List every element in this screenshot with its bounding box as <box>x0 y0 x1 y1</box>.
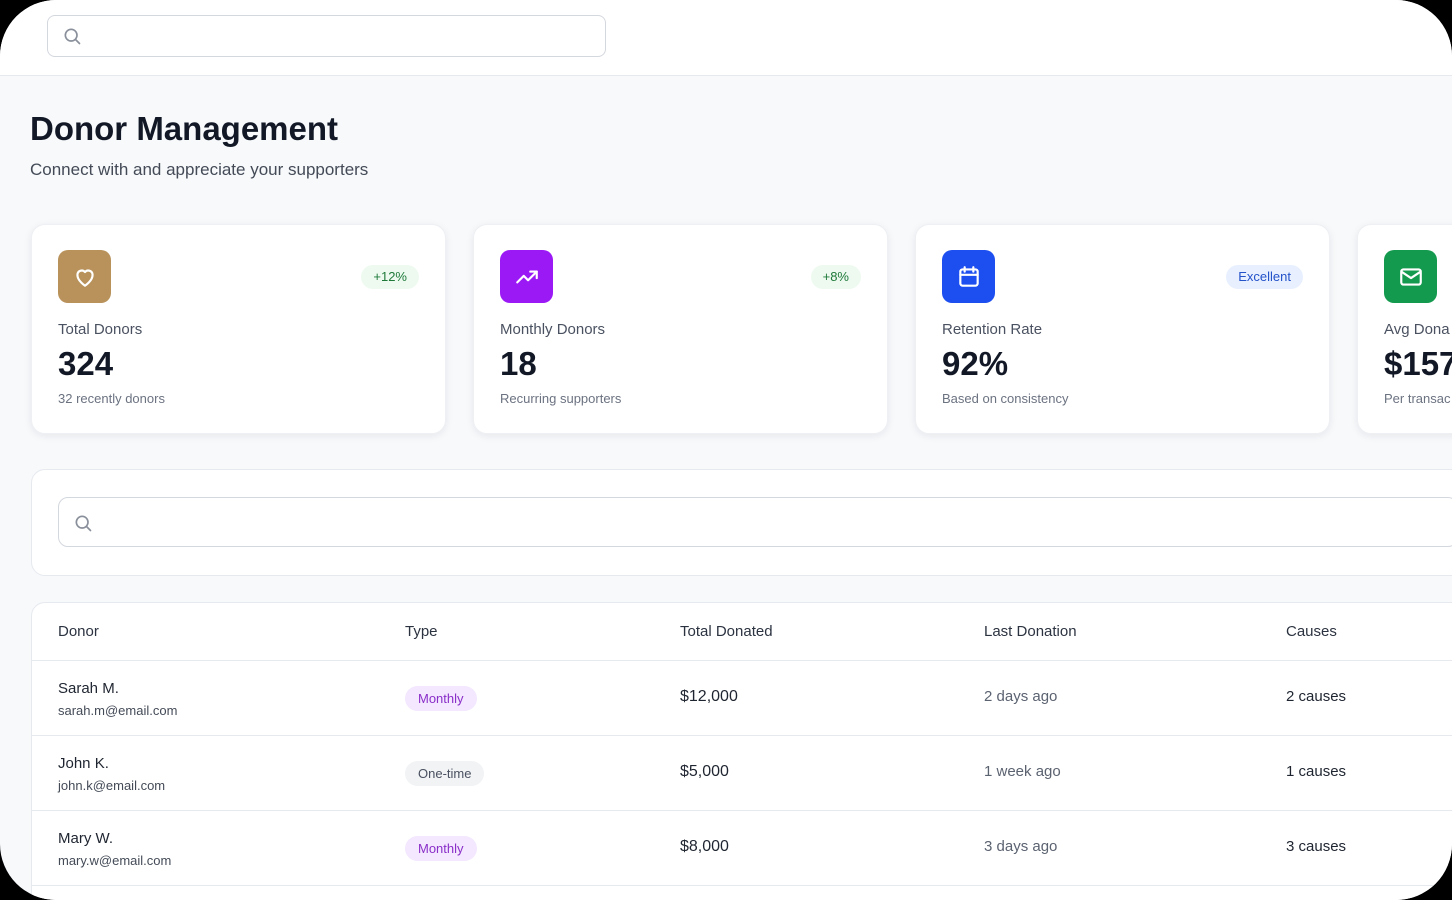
column-header-total-donated[interactable]: Total Donated <box>680 623 773 640</box>
donor-search-input[interactable] <box>105 498 1405 546</box>
stat-icon-tile <box>58 250 111 303</box>
last-donation: 3 days ago <box>984 838 1058 855</box>
stat-note: Per transac <box>1384 391 1451 406</box>
heart-icon <box>75 269 94 287</box>
stat-value: 324 <box>58 345 114 382</box>
table-row[interactable]: Sarah M. sarah.m@email.com Monthly $12,0… <box>32 661 1452 736</box>
column-header-last-donation[interactable]: Last Donation <box>984 623 1077 640</box>
donor-type-badge: Monthly <box>405 686 477 711</box>
donor-name: John K. <box>58 755 109 772</box>
table-header: Donor Type Total Donated Last Donation C… <box>32 603 1452 661</box>
stat-value: 18 <box>500 345 537 382</box>
stat-card-retention-rate: Excellent Retention Rate 92% Based on co… <box>915 224 1330 434</box>
total-donated: $8,000 <box>680 838 729 855</box>
donor-email: sarah.m@email.com <box>58 703 178 718</box>
stat-note: Based on consistency <box>942 391 1069 406</box>
trending-up-icon <box>515 270 538 283</box>
stat-label: Monthly Donors <box>500 321 606 338</box>
total-donated: $5,000 <box>680 763 729 780</box>
filter-panel <box>31 469 1452 576</box>
stat-icon-tile <box>500 250 553 303</box>
stat-card-monthly-donors: +8% Monthly Donors 18 Recurring supporte… <box>473 224 888 434</box>
donor-type-badge: Monthly <box>405 836 477 861</box>
page-subtitle: Connect with and appreciate your support… <box>30 160 369 179</box>
column-header-causes[interactable]: Causes <box>1286 623 1337 640</box>
stat-label: Retention Rate <box>942 321 1043 338</box>
column-header-donor[interactable]: Donor <box>58 623 99 640</box>
growth-badge: +12% <box>361 265 419 289</box>
causes-count: 2 causes <box>1286 688 1347 705</box>
stat-note: Recurring supporters <box>500 391 622 406</box>
stat-value: $157 <box>1384 345 1452 382</box>
stat-value: 92% <box>942 345 1009 382</box>
table-row[interactable]: Mary W. mary.w@email.com Monthly $8,000 … <box>32 811 1452 886</box>
total-donated: $12,000 <box>680 688 738 705</box>
global-search-input[interactable] <box>90 16 590 56</box>
donor-type-badge: One-time <box>405 761 485 786</box>
status-badge: Excellent <box>1226 265 1303 289</box>
stat-icon-tile <box>1384 250 1437 303</box>
donor-search-box[interactable] <box>58 497 1452 547</box>
column-header-type[interactable]: Type <box>405 623 438 640</box>
table-row[interactable]: John K. john.k@email.com One-time $5,000… <box>32 736 1452 811</box>
stat-label: Avg Dona <box>1384 321 1450 338</box>
donor-name: Mary W. <box>58 830 113 847</box>
stat-label: Total Donors <box>58 321 143 338</box>
calendar-icon <box>958 265 979 287</box>
stat-card-avg-donation: Avg Dona $157 Per transac <box>1357 224 1452 434</box>
last-donation: 2 days ago <box>984 688 1058 705</box>
search-icon <box>64 28 81 45</box>
page-title: Donor Management <box>30 110 339 147</box>
donor-email: mary.w@email.com <box>58 853 172 868</box>
donor-name: Sarah M. <box>58 680 119 697</box>
mail-icon <box>1399 267 1422 286</box>
donor-table: Donor Type Total Donated Last Donation C… <box>31 602 1452 900</box>
stat-icon-tile <box>942 250 995 303</box>
causes-count: 1 causes <box>1286 763 1347 780</box>
top-bar <box>0 0 1452 76</box>
growth-badge: +8% <box>810 265 861 289</box>
causes-count: 3 causes <box>1286 838 1347 855</box>
last-donation: 1 week ago <box>984 763 1061 780</box>
stat-card-total-donors: +12% Total Donors 324 32 recently donors <box>31 224 446 434</box>
global-search-box[interactable] <box>47 15 606 57</box>
stat-note: 32 recently donors <box>58 391 165 406</box>
donor-email: john.k@email.com <box>58 778 166 793</box>
search-icon <box>75 515 92 532</box>
